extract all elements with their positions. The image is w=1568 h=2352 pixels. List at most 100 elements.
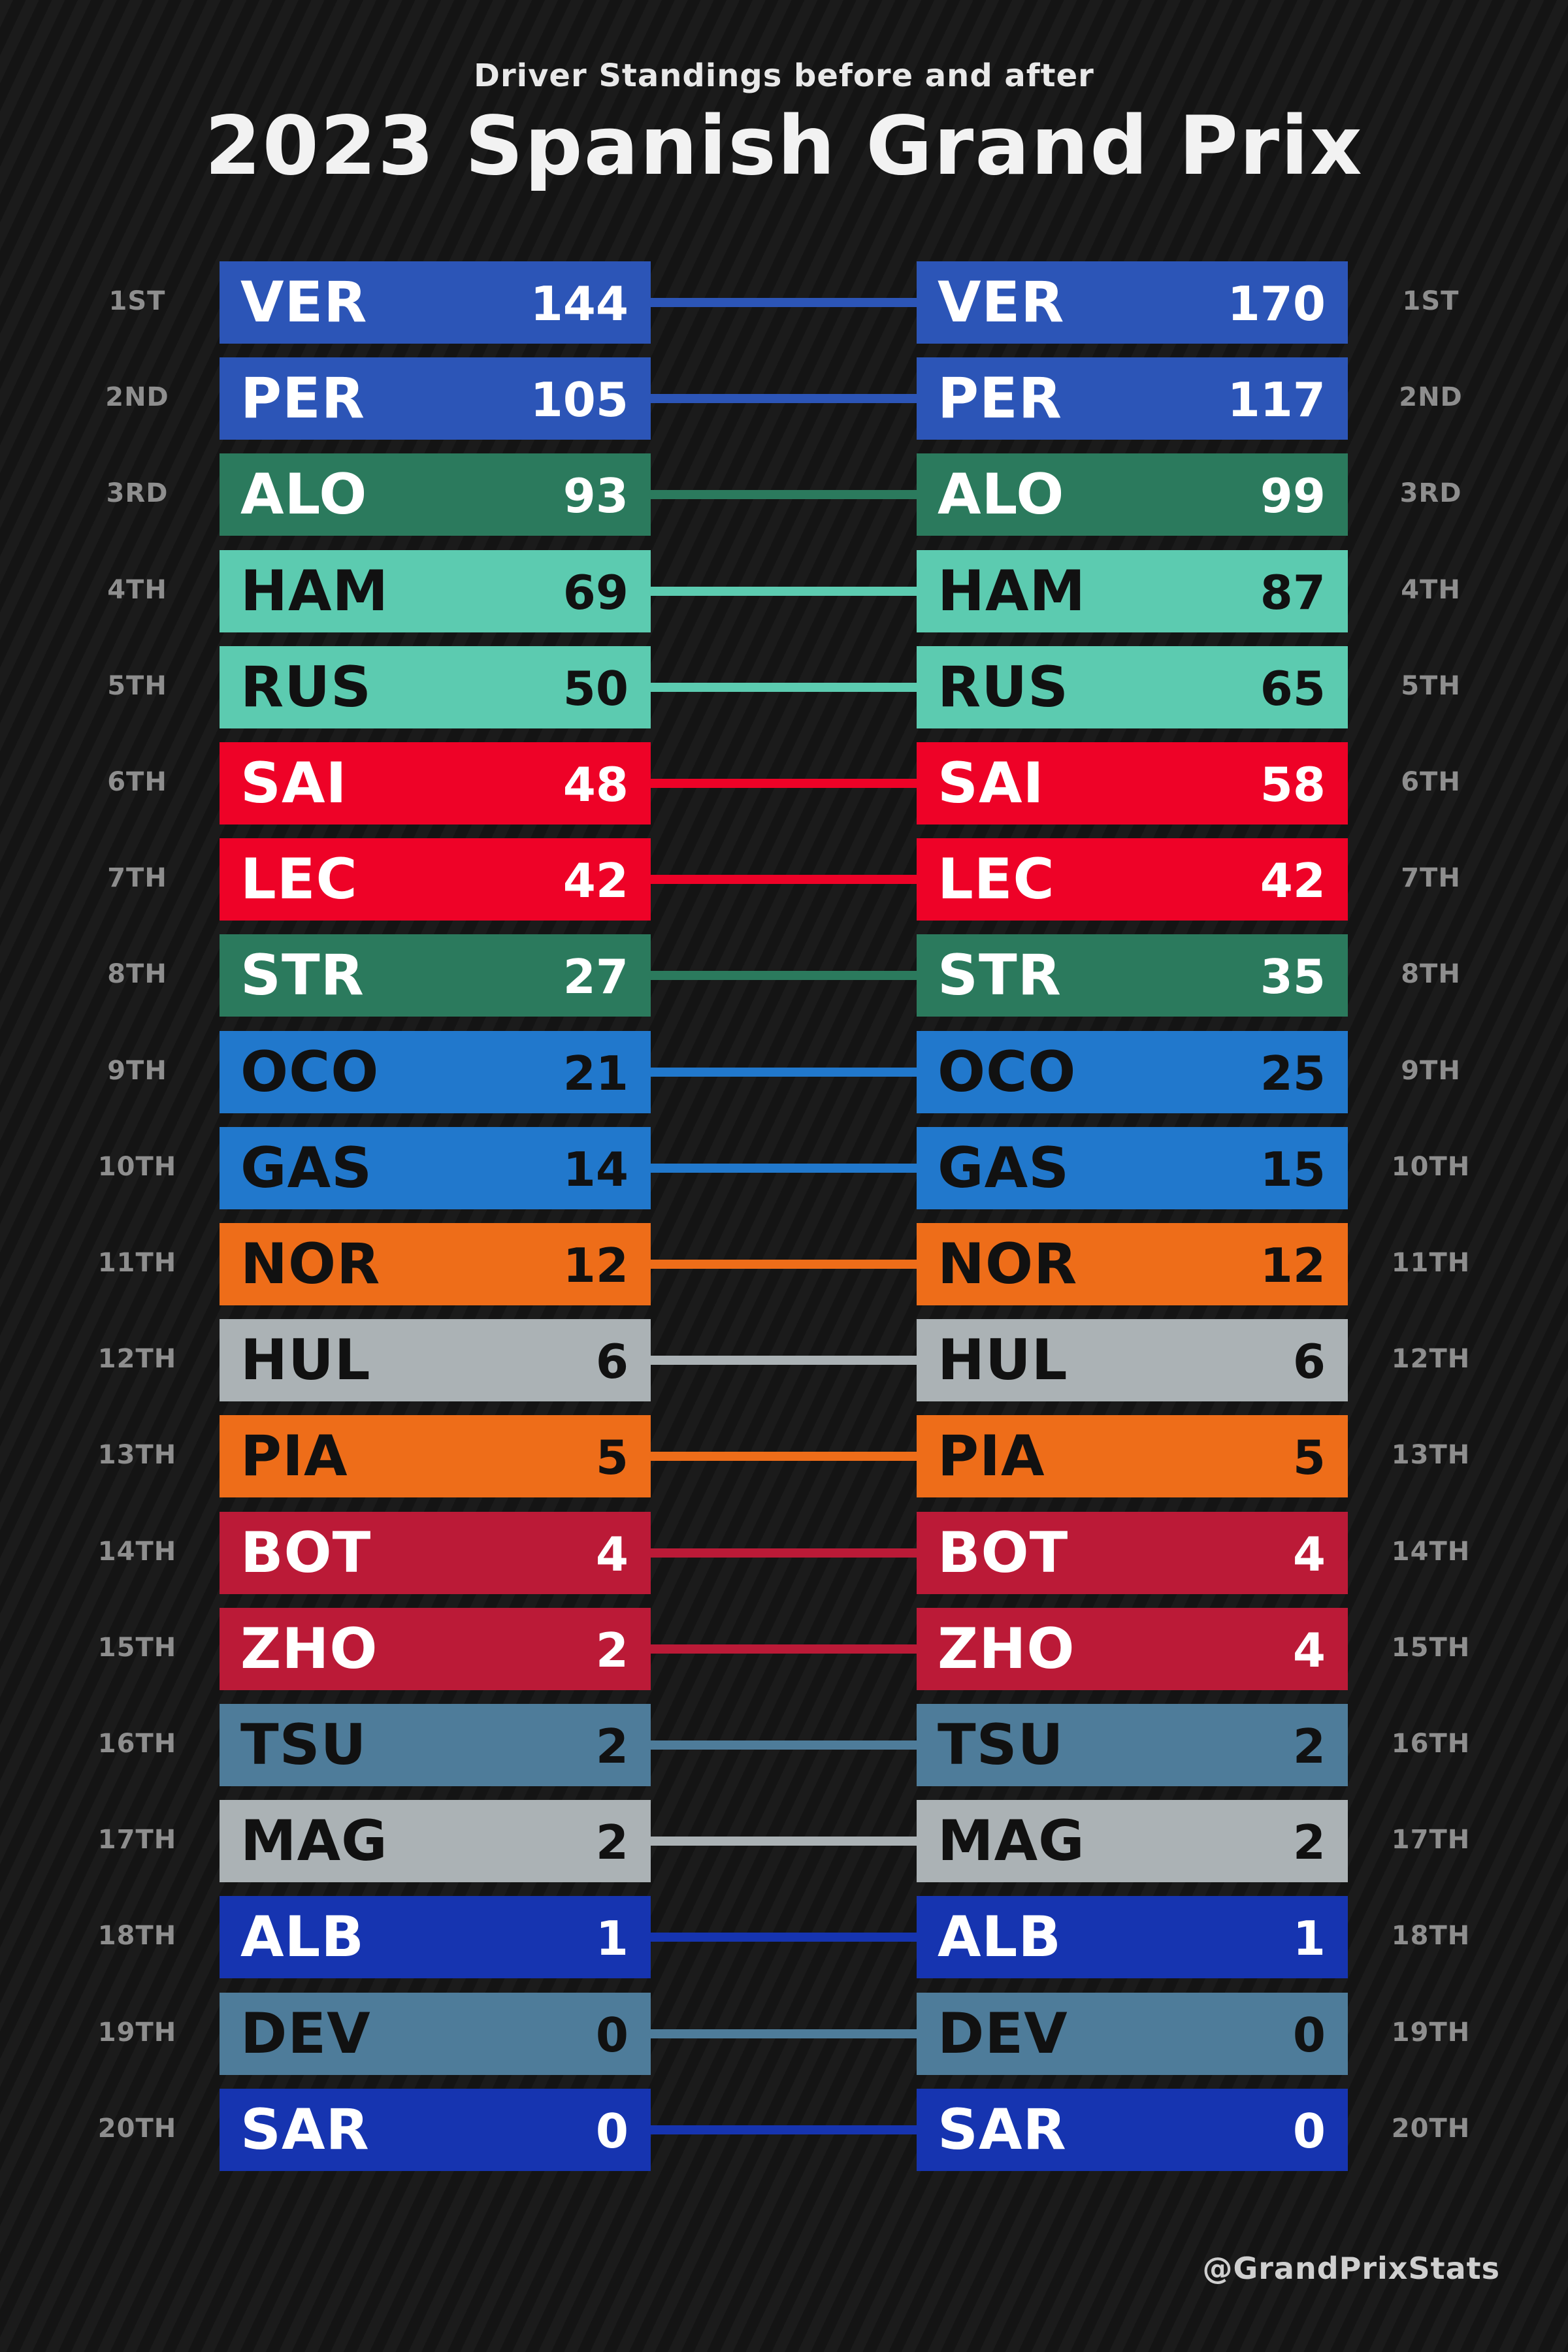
driver-code: HUL	[240, 1328, 371, 1394]
before-position-label: 7TH	[107, 863, 167, 894]
driver-code: RUS	[240, 654, 372, 720]
driver-code: OCO	[240, 1039, 380, 1105]
driver-code: DEV	[938, 2001, 1068, 2066]
driver-points: 4	[1292, 1526, 1326, 1582]
after-position-label: 5TH	[1401, 670, 1461, 701]
after-standing-box: LEC 42	[917, 838, 1348, 921]
after-standing-box: NOR 12	[917, 1223, 1348, 1305]
driver-points: 117	[1227, 372, 1326, 428]
after-position-label: 17TH	[1391, 1825, 1471, 1855]
after-standing-box: SAI 58	[917, 742, 1348, 825]
driver-points: 6	[595, 1334, 629, 1390]
connector-line	[651, 586, 917, 596]
after-position-label: 3RD	[1399, 478, 1462, 509]
driver-code: MAG	[240, 1808, 388, 1874]
before-standing-box: MAG 2	[220, 1800, 651, 1883]
after-position-label: 4TH	[1401, 574, 1461, 605]
driver-code: SAI	[240, 751, 348, 816]
before-standing-box: SAI 48	[220, 742, 651, 825]
connector-line	[651, 779, 917, 788]
driver-code: HAM	[240, 558, 389, 624]
driver-code: HUL	[938, 1328, 1068, 1394]
before-position-label: 11TH	[97, 1248, 177, 1278]
connector-line	[651, 971, 917, 981]
driver-code: BOT	[938, 1520, 1069, 1586]
after-standing-box: DEV 0	[917, 1992, 1348, 2075]
before-standing-box: SAR 0	[220, 2088, 651, 2171]
driver-points: 12	[1260, 1238, 1326, 1293]
after-standing-box: STR 35	[917, 934, 1348, 1017]
before-position-label: 3RD	[106, 478, 169, 509]
connector-line	[651, 298, 917, 307]
after-standing-box: BOT 4	[917, 1511, 1348, 1594]
driver-code: GAS	[938, 1135, 1070, 1201]
driver-points: 42	[563, 853, 629, 909]
after-position-label: 12TH	[1391, 1344, 1471, 1375]
credit-handle: @GrandPrixStats	[1202, 2251, 1500, 2286]
after-position-label: 11TH	[1391, 1248, 1471, 1278]
driver-points: 0	[595, 2007, 629, 2063]
connector-line	[651, 2029, 917, 2038]
before-standing-box: GAS 14	[220, 1126, 651, 1209]
before-position-label: 15TH	[97, 1632, 177, 1663]
driver-code: BOT	[240, 1520, 372, 1586]
before-position-label: 16TH	[97, 1729, 177, 1759]
driver-code: SAR	[938, 2097, 1067, 2163]
after-position-label: 15TH	[1391, 1632, 1471, 1663]
driver-points: 69	[563, 564, 629, 620]
driver-points: 50	[563, 661, 629, 716]
before-position-label: 13TH	[97, 1440, 177, 1471]
before-position-label: 10TH	[97, 1151, 177, 1182]
before-position-label: 5TH	[107, 670, 167, 701]
driver-points: 27	[563, 949, 629, 1005]
before-position-label: 1ST	[108, 286, 166, 316]
driver-points: 2	[1292, 1815, 1326, 1870]
driver-code: ZHO	[240, 1616, 378, 1682]
before-standing-box: NOR 12	[220, 1223, 651, 1305]
before-position-label: 12TH	[97, 1344, 177, 1375]
driver-points: 35	[1260, 949, 1326, 1005]
after-standing-box: ZHO 4	[917, 1607, 1348, 1690]
after-standing-box: RUS 65	[917, 645, 1348, 728]
driver-points: 5	[1292, 1430, 1326, 1486]
after-standing-box: SAR 0	[917, 2088, 1348, 2171]
driver-code: LEC	[240, 847, 358, 913]
driver-points: 0	[1292, 2007, 1326, 2063]
before-standing-box: HAM 69	[220, 549, 651, 632]
driver-points: 25	[1260, 1045, 1326, 1101]
connector-line	[651, 1163, 917, 1173]
after-position-label: 9TH	[1401, 1055, 1461, 1086]
after-standing-box: GAS 15	[917, 1126, 1348, 1209]
before-standing-box: ALO 93	[220, 453, 651, 536]
driver-code: PIA	[938, 1424, 1045, 1490]
after-position-label: 13TH	[1391, 1440, 1471, 1471]
connector-line	[651, 1740, 917, 1750]
after-position-label: 14TH	[1391, 1536, 1471, 1567]
driver-code: ZHO	[938, 1616, 1075, 1682]
connector-line	[651, 1548, 917, 1558]
driver-points: 2	[595, 1815, 629, 1870]
driver-code: ALB	[240, 1904, 365, 1970]
after-standing-box: ALB 1	[917, 1896, 1348, 1979]
before-position-label: 6TH	[107, 767, 167, 797]
connector-line	[651, 1933, 917, 1942]
driver-code: GAS	[240, 1135, 373, 1201]
driver-points: 2	[595, 1622, 629, 1678]
before-standing-box: PIA 5	[220, 1415, 651, 1498]
after-position-label: 18TH	[1391, 1921, 1471, 1952]
driver-points: 0	[1292, 2103, 1326, 2159]
driver-code: ALO	[938, 462, 1065, 528]
connector-line	[651, 2125, 917, 2134]
connector-line	[651, 1067, 917, 1077]
before-position-label: 20TH	[97, 2113, 177, 2144]
driver-points: 48	[563, 757, 629, 812]
before-standing-box: DEV 0	[220, 1992, 651, 2075]
driver-points: 65	[1260, 661, 1326, 716]
after-standing-box: PIA 5	[917, 1415, 1348, 1498]
driver-code: STR	[938, 943, 1062, 1009]
after-standing-box: PER 117	[917, 357, 1348, 440]
before-standing-box: TSU 2	[220, 1704, 651, 1786]
driver-code: NOR	[240, 1232, 381, 1297]
connector-line	[651, 1260, 917, 1269]
